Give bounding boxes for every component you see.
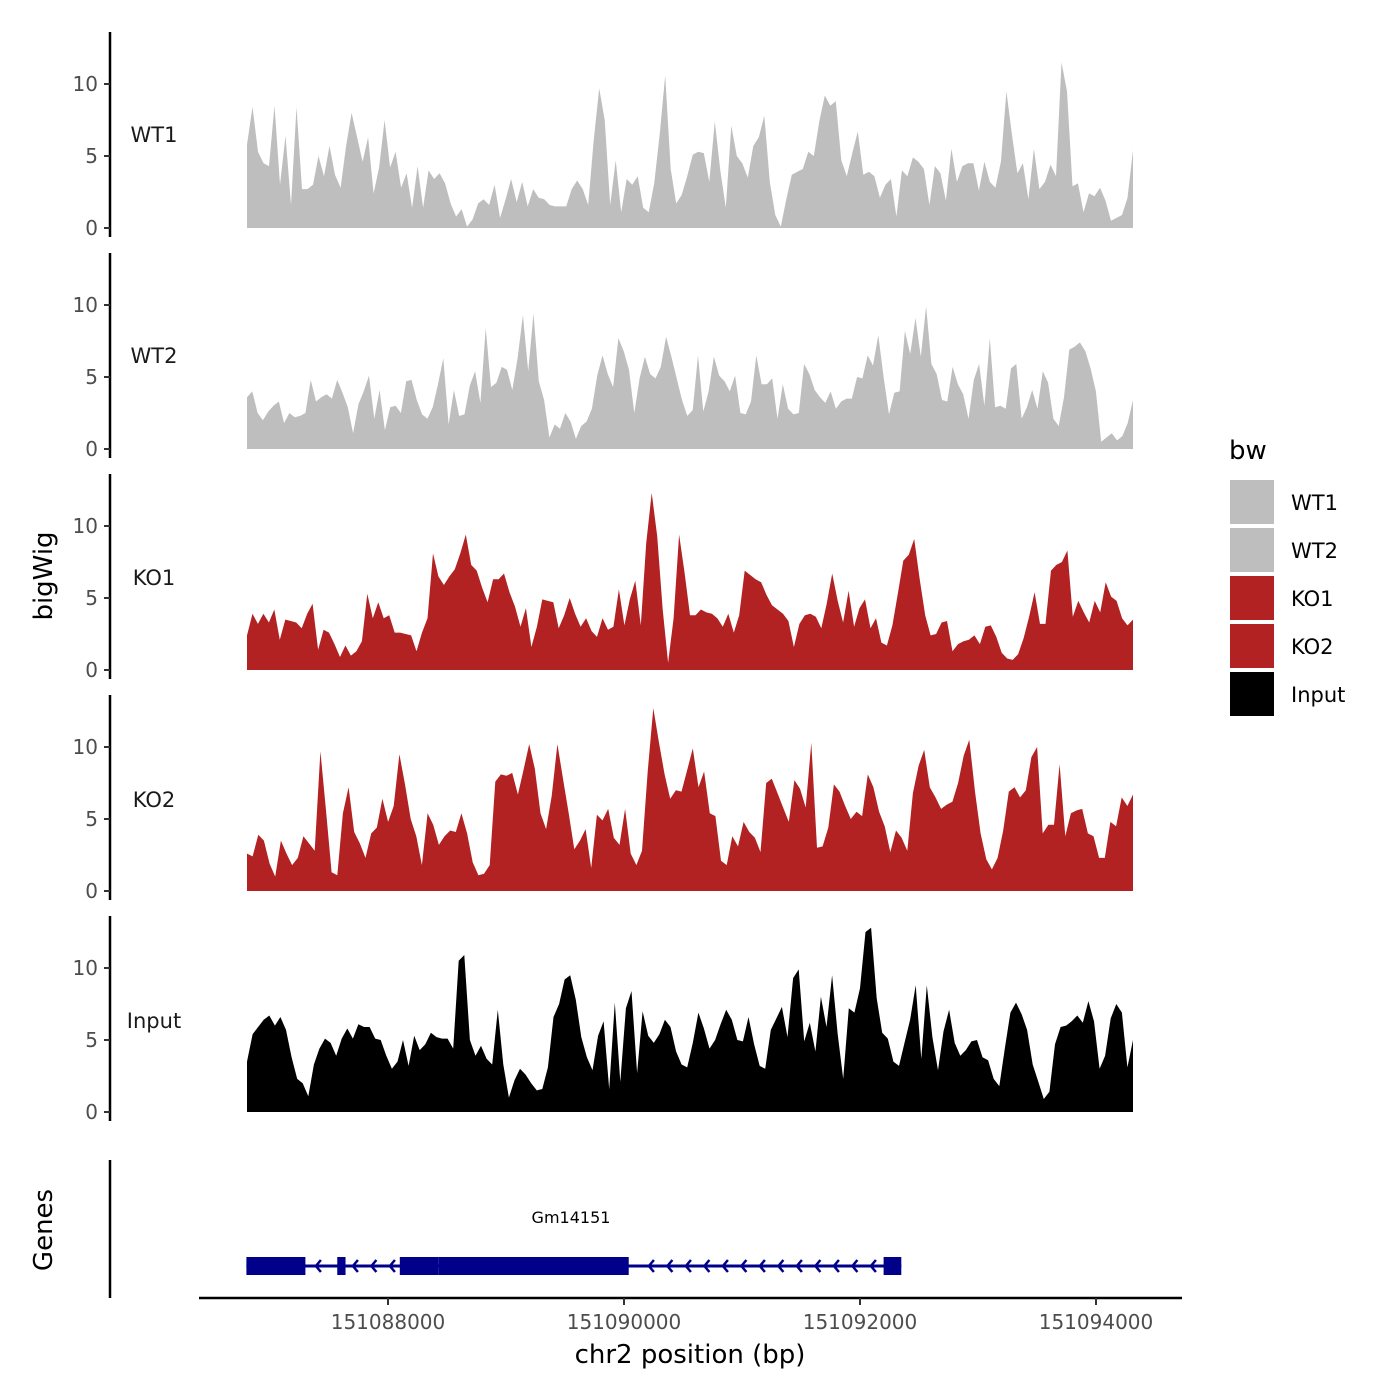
x-axis: 151088000 151090000 151092000 151094000 bbox=[199, 1296, 1182, 1334]
coverage-area-wt2 bbox=[247, 306, 1133, 449]
track-label-ko2: KO2 bbox=[133, 788, 176, 812]
strand-arrow bbox=[665, 1259, 674, 1273]
y-tick-label: 0 bbox=[85, 216, 98, 240]
strand-arrow bbox=[721, 1259, 729, 1273]
exon bbox=[246, 1257, 306, 1275]
legend-label: Input bbox=[1291, 683, 1345, 707]
legend: bw WT1 WT2 KO1 KO2 Input bbox=[1229, 436, 1345, 716]
coverage-area-ko2 bbox=[247, 708, 1133, 891]
y-tick-label: 10 bbox=[73, 72, 98, 96]
track-wt2: 0 5 10 WT2 bbox=[73, 253, 1133, 461]
y-tick-label: 10 bbox=[73, 514, 98, 538]
y-tick-label: 0 bbox=[85, 1100, 98, 1124]
legend-item-wt2: WT2 bbox=[1230, 528, 1338, 572]
legend-swatch bbox=[1230, 576, 1274, 620]
legend-title: bw bbox=[1229, 436, 1267, 466]
legend-swatch bbox=[1230, 672, 1274, 716]
x-tick-label: 151092000 bbox=[803, 1310, 918, 1334]
strand-arrow bbox=[813, 1259, 822, 1273]
coverage-area-wt1 bbox=[247, 62, 1133, 229]
strand-arrow bbox=[314, 1259, 322, 1273]
legend-swatch bbox=[1230, 624, 1274, 668]
gene-gm14151: Gm14151 bbox=[246, 1208, 902, 1275]
y-tick-label: 0 bbox=[85, 437, 98, 461]
y-tick-label: 5 bbox=[85, 807, 98, 831]
strand-arrow bbox=[702, 1259, 711, 1273]
track-input: 0 5 10 Input bbox=[73, 916, 1133, 1124]
exon bbox=[337, 1257, 346, 1275]
y-tick-label: 5 bbox=[85, 365, 98, 389]
x-tick-label: 151088000 bbox=[331, 1310, 446, 1334]
x-tick-label: 151090000 bbox=[567, 1310, 682, 1334]
strand-arrow bbox=[776, 1259, 785, 1273]
strand-arrow bbox=[758, 1259, 766, 1273]
bigwig-tracks: 0 5 10 WT1 0 5 10 WT2 0 5 10 KO1 0 5 10 KO2 0 5 10 Input bbox=[73, 32, 1133, 1124]
y-tick-label: 5 bbox=[85, 586, 98, 610]
legend-item-wt1: WT1 bbox=[1230, 480, 1338, 524]
strand-arrow bbox=[351, 1259, 359, 1273]
strand-arrow bbox=[388, 1259, 396, 1273]
x-tick-label: 151094000 bbox=[1039, 1310, 1154, 1334]
strand-arrow bbox=[795, 1259, 803, 1273]
legend-swatch bbox=[1230, 480, 1274, 524]
y-tick-label: 5 bbox=[85, 1028, 98, 1052]
legend-swatch bbox=[1230, 528, 1274, 572]
legend-item-ko1: KO1 bbox=[1230, 576, 1334, 620]
strand-arrow bbox=[832, 1259, 840, 1273]
coverage-area-input bbox=[247, 927, 1133, 1112]
strand-arrow bbox=[369, 1259, 378, 1273]
strand-arrow bbox=[850, 1259, 859, 1273]
track-label-wt2: WT2 bbox=[131, 344, 178, 368]
strand-arrow bbox=[684, 1259, 692, 1273]
legend-label: WT1 bbox=[1291, 491, 1338, 515]
exon bbox=[399, 1257, 439, 1275]
coverage-area-ko1 bbox=[247, 492, 1133, 670]
strand-arrow bbox=[647, 1259, 655, 1273]
exon bbox=[438, 1257, 629, 1275]
strand-arrow bbox=[869, 1259, 877, 1273]
y-tick-label: 10 bbox=[73, 956, 98, 980]
gene-name-label: Gm14151 bbox=[532, 1208, 611, 1227]
legend-label: KO2 bbox=[1291, 635, 1334, 659]
legend-label: KO1 bbox=[1291, 587, 1334, 611]
track-ko1: 0 5 10 KO1 bbox=[73, 474, 1133, 682]
track-wt1: 0 5 10 WT1 bbox=[73, 32, 1133, 240]
legend-item-ko2: KO2 bbox=[1230, 624, 1334, 668]
gene-panel: Gm14151 bbox=[108, 1160, 902, 1298]
track-label-ko1: KO1 bbox=[133, 566, 176, 590]
x-axis-title: chr2 position (bp) bbox=[575, 1340, 806, 1370]
track-label-input: Input bbox=[127, 1009, 181, 1033]
legend-item-input: Input bbox=[1230, 672, 1345, 716]
track-label-wt1: WT1 bbox=[131, 123, 178, 147]
y-tick-label: 10 bbox=[73, 293, 98, 317]
genes-axis-title: Genes bbox=[29, 1189, 59, 1271]
y-tick-label: 10 bbox=[73, 735, 98, 759]
y-tick-label: 5 bbox=[85, 144, 98, 168]
y-tick-label: 0 bbox=[85, 658, 98, 682]
y-tick-label: 0 bbox=[85, 879, 98, 903]
legend-label: WT2 bbox=[1291, 539, 1338, 563]
track-ko2: 0 5 10 KO2 bbox=[73, 695, 1133, 903]
y-axis-title: bigWig bbox=[29, 531, 59, 620]
strand-arrow bbox=[739, 1259, 748, 1273]
exon bbox=[883, 1257, 902, 1275]
